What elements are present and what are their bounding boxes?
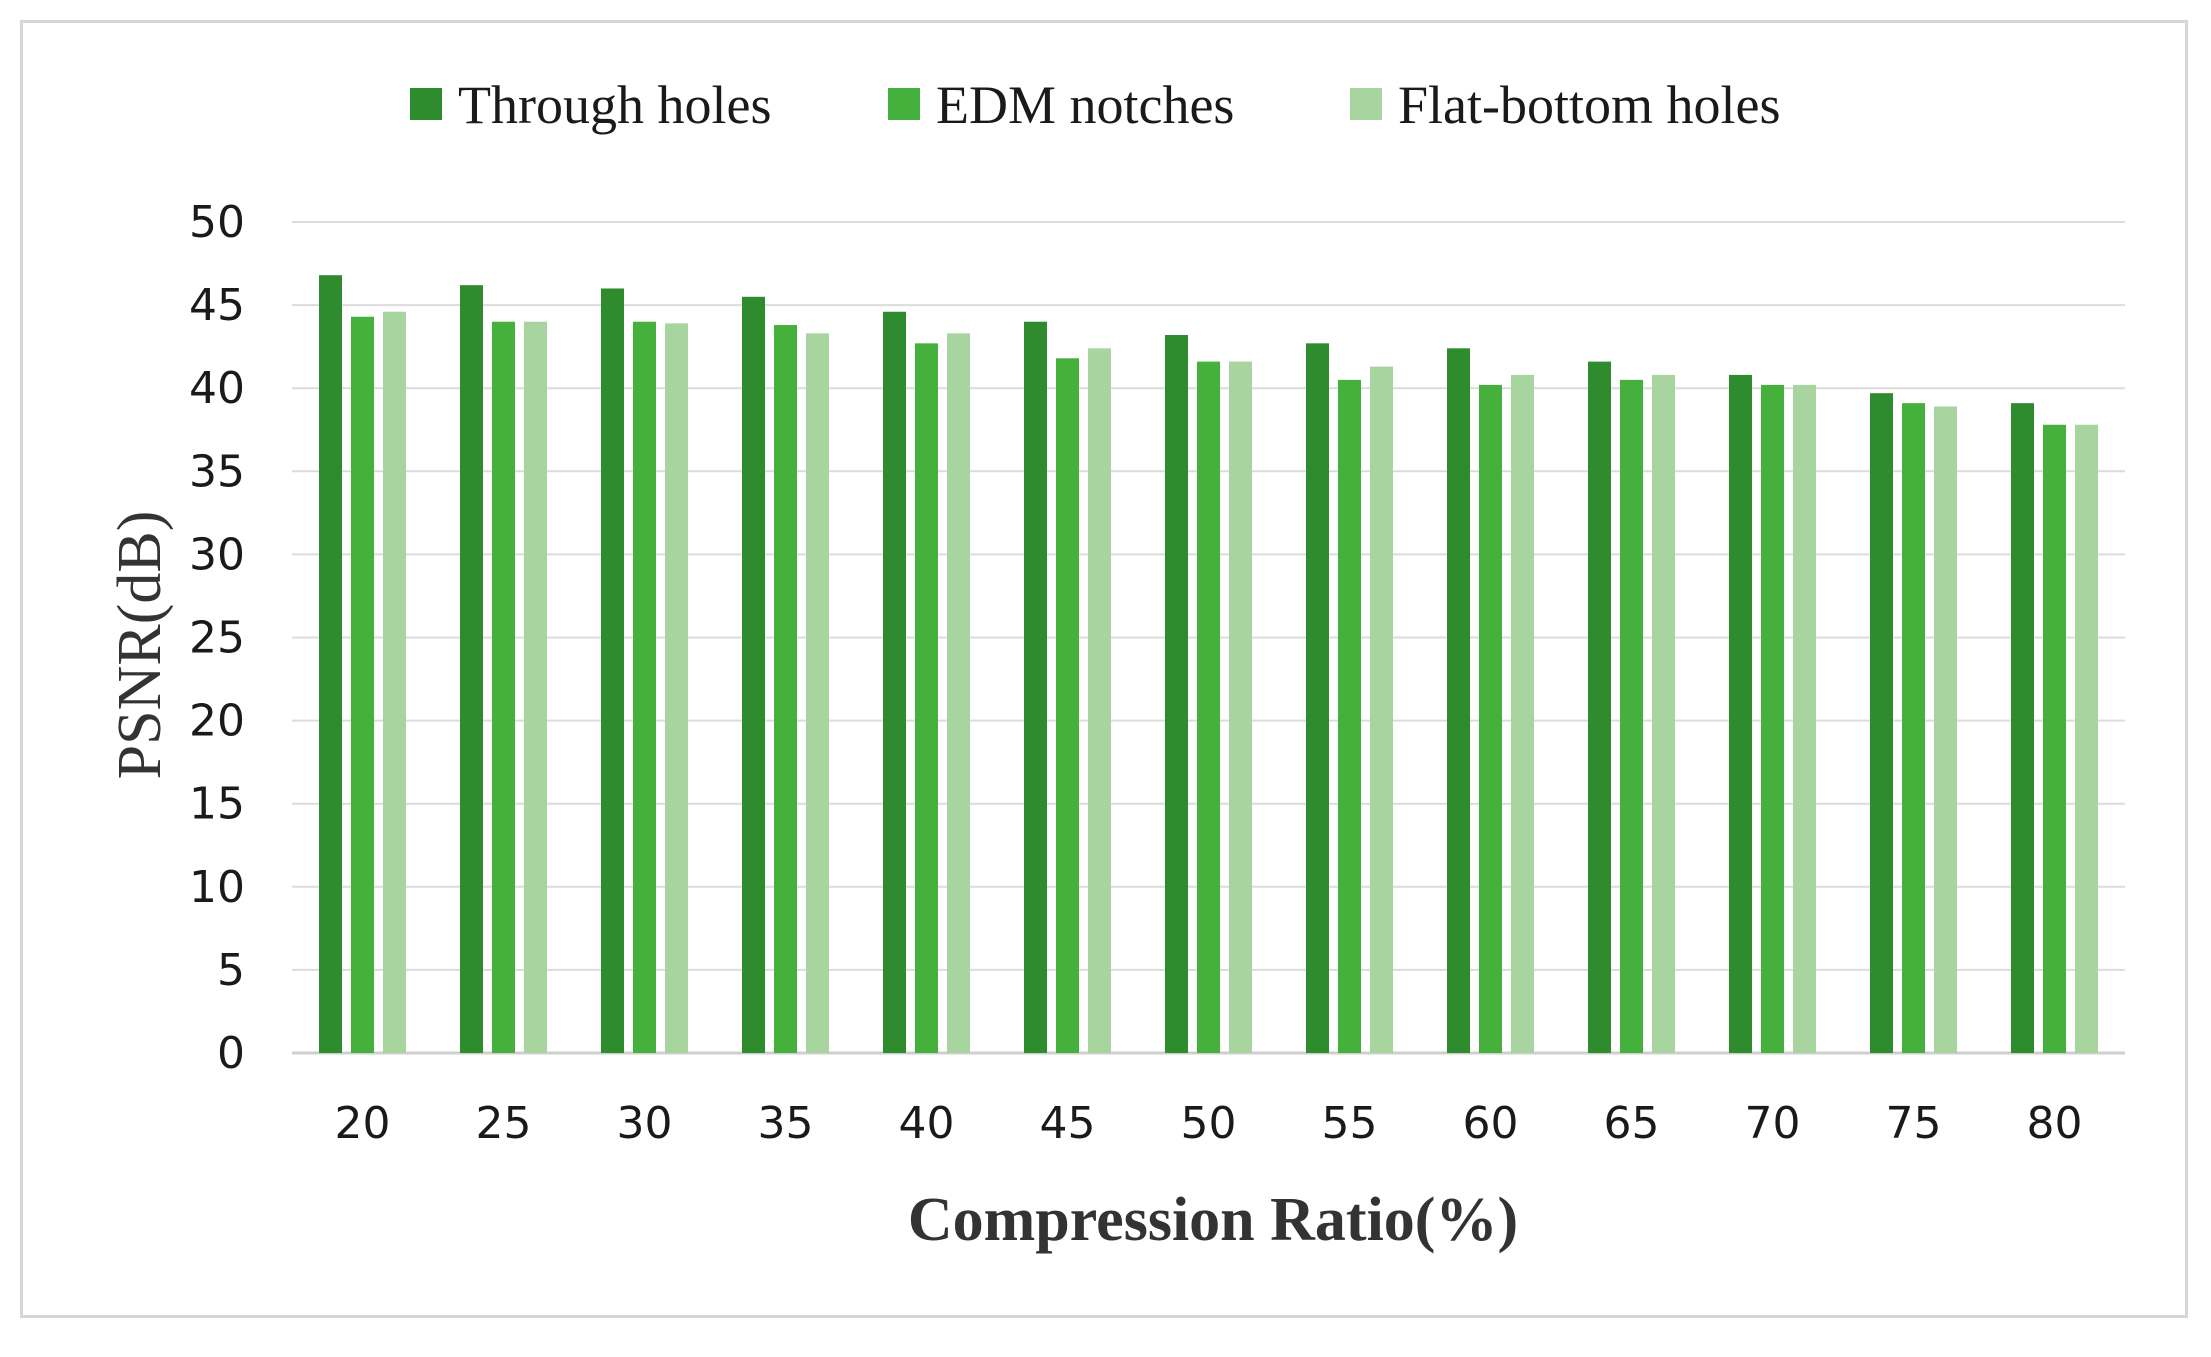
y-tick-labels: 0 5 10 15 20 25 30 35 40 45 50 bbox=[189, 197, 245, 1079]
y-tick-label: 5 bbox=[217, 945, 245, 996]
x-tick-label: 40 bbox=[899, 1098, 955, 1149]
x-tick-label: 25 bbox=[476, 1098, 532, 1149]
bar-through-holes-55 bbox=[1306, 343, 1329, 1053]
legend-swatch bbox=[1350, 88, 1382, 120]
bar-edm-notches-45 bbox=[1056, 358, 1079, 1053]
bar-flat-bottom-holes-80 bbox=[2075, 424, 2098, 1053]
y-axis-title: PSNR(dB) bbox=[106, 511, 174, 780]
bars bbox=[319, 275, 2098, 1054]
bar-flat-bottom-holes-50 bbox=[1229, 361, 1252, 1053]
bar-edm-notches-80 bbox=[2043, 424, 2066, 1053]
bar-through-holes-20 bbox=[319, 275, 342, 1054]
bar-flat-bottom-holes-75 bbox=[1934, 406, 1957, 1053]
x-tick-label: 70 bbox=[1745, 1098, 1801, 1149]
bar-edm-notches-50 bbox=[1197, 361, 1220, 1053]
y-tick-label: 40 bbox=[189, 363, 245, 414]
x-tick-label: 60 bbox=[1463, 1098, 1519, 1149]
x-axis-title: Compression Ratio(%) bbox=[908, 1186, 1518, 1254]
bar-flat-bottom-holes-30 bbox=[665, 323, 688, 1054]
bar-edm-notches-40 bbox=[915, 343, 938, 1053]
bar-edm-notches-75 bbox=[1902, 403, 1925, 1054]
y-tick-label: 35 bbox=[189, 446, 245, 497]
x-tick-label: 80 bbox=[2027, 1098, 2083, 1149]
y-tick-label: 0 bbox=[217, 1028, 245, 1079]
y-tick-label: 10 bbox=[189, 862, 245, 913]
bar-flat-bottom-holes-20 bbox=[383, 311, 406, 1053]
bar-edm-notches-55 bbox=[1338, 379, 1361, 1053]
legend: Through holes EDM notches Flat-bottom hole… bbox=[410, 75, 1780, 135]
bar-through-holes-35 bbox=[742, 296, 765, 1053]
legend-swatch bbox=[410, 88, 442, 120]
bar-through-holes-80 bbox=[2011, 403, 2034, 1054]
y-tick-label: 50 bbox=[189, 197, 245, 248]
bar-through-holes-40 bbox=[883, 311, 906, 1053]
bar-edm-notches-25 bbox=[492, 321, 515, 1054]
bar-flat-bottom-holes-60 bbox=[1511, 374, 1534, 1053]
legend-label: Through holes bbox=[458, 75, 771, 135]
x-tick-label: 65 bbox=[1604, 1098, 1660, 1149]
legend-label: Flat-bottom holes bbox=[1398, 75, 1780, 135]
bar-edm-notches-20 bbox=[351, 316, 374, 1053]
bar-edm-notches-30 bbox=[633, 321, 656, 1054]
y-tick-label: 45 bbox=[189, 280, 245, 331]
bar-through-holes-75 bbox=[1870, 393, 1893, 1053]
x-tick-label: 20 bbox=[335, 1098, 391, 1149]
bar-through-holes-60 bbox=[1447, 348, 1470, 1053]
bar-flat-bottom-holes-65 bbox=[1652, 374, 1675, 1053]
x-tick-label: 75 bbox=[1886, 1098, 1942, 1149]
x-tick-labels: 20 25 30 35 40 45 50 55 60 65 70 75 80 bbox=[335, 1098, 2083, 1149]
bar-through-holes-30 bbox=[601, 288, 624, 1054]
x-tick-label: 55 bbox=[1322, 1098, 1378, 1149]
x-tick-label: 45 bbox=[1040, 1098, 1096, 1149]
legend-label: EDM notches bbox=[936, 75, 1234, 135]
y-tick-label: 25 bbox=[189, 613, 245, 664]
bar-edm-notches-65 bbox=[1620, 379, 1643, 1053]
bar-through-holes-25 bbox=[460, 285, 483, 1053]
x-tick-label: 35 bbox=[758, 1098, 814, 1149]
bar-flat-bottom-holes-55 bbox=[1370, 366, 1393, 1053]
y-tick-label: 20 bbox=[189, 696, 245, 747]
bar-edm-notches-60 bbox=[1479, 384, 1502, 1054]
bar-edm-notches-35 bbox=[774, 325, 797, 1053]
bar-flat-bottom-holes-70 bbox=[1793, 384, 1816, 1054]
bar-edm-notches-70 bbox=[1761, 384, 1784, 1054]
bar-flat-bottom-holes-35 bbox=[806, 333, 829, 1053]
bar-flat-bottom-holes-40 bbox=[947, 333, 970, 1053]
bar-through-holes-70 bbox=[1729, 374, 1752, 1053]
y-tick-label: 15 bbox=[189, 779, 245, 830]
y-tick-label: 30 bbox=[189, 529, 245, 580]
legend-swatch bbox=[888, 88, 920, 120]
bar-through-holes-45 bbox=[1024, 321, 1047, 1054]
bar-through-holes-65 bbox=[1588, 361, 1611, 1053]
bar-flat-bottom-holes-25 bbox=[524, 321, 547, 1054]
bar-flat-bottom-holes-45 bbox=[1088, 348, 1111, 1053]
x-tick-label: 30 bbox=[617, 1098, 673, 1149]
x-tick-label: 50 bbox=[1181, 1098, 1237, 1149]
bar-through-holes-50 bbox=[1165, 335, 1188, 1053]
